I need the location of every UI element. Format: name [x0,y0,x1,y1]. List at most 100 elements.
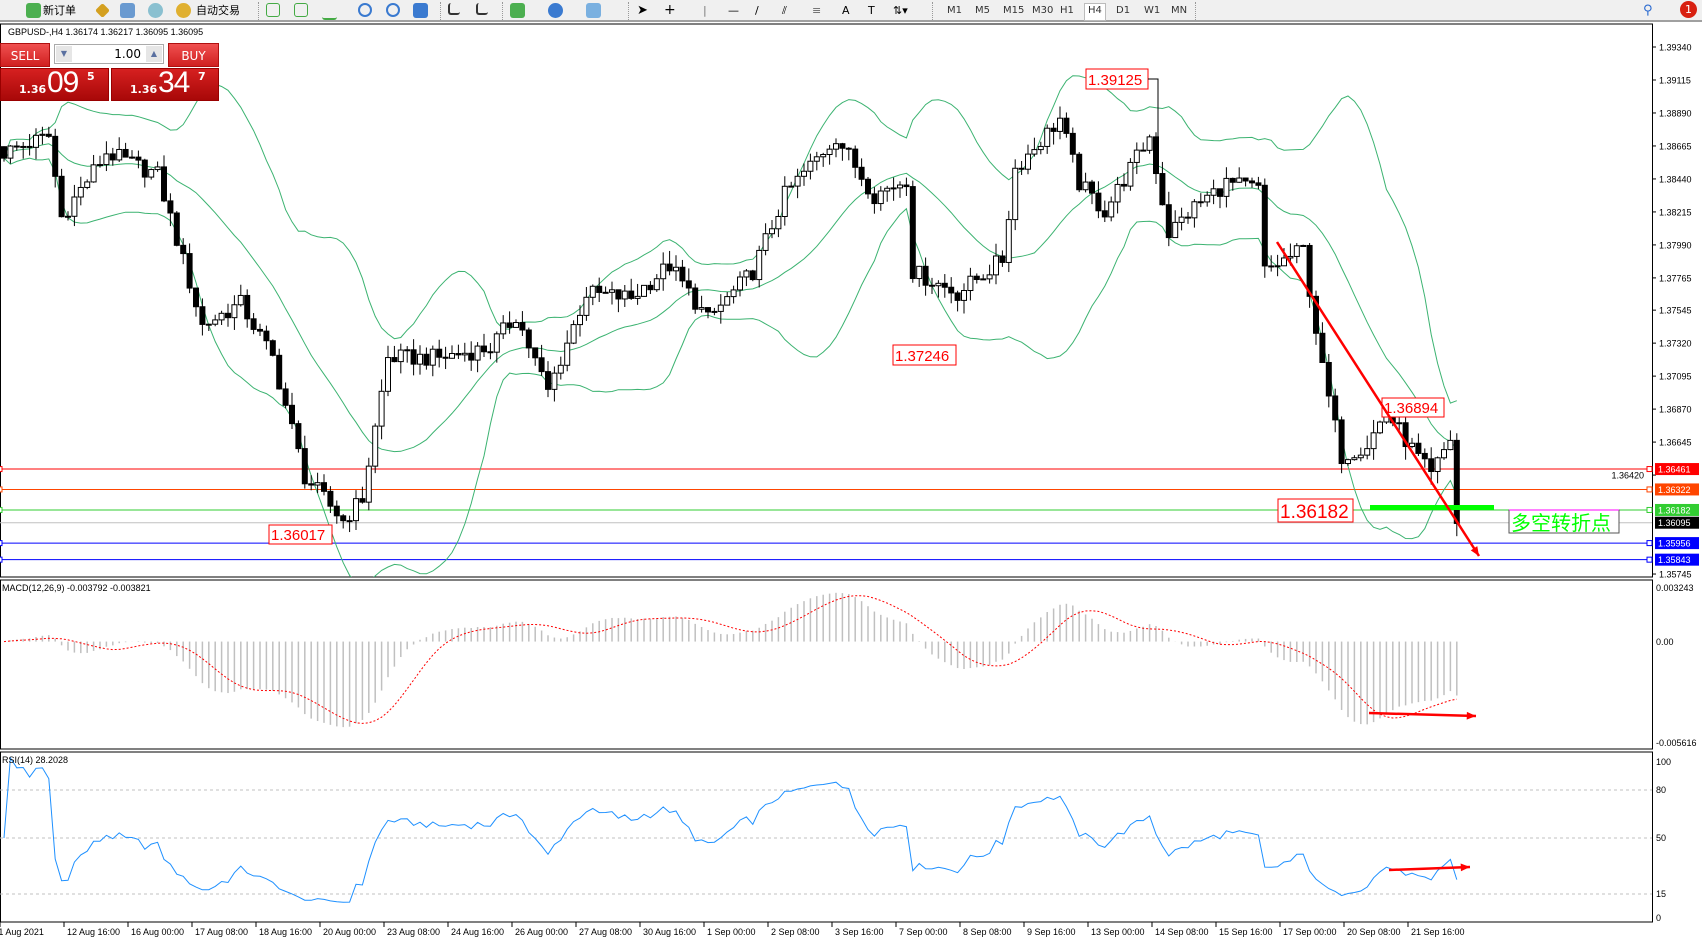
rsi-arrow[interactable] [1388,865,1471,872]
bollinger-lower [3,157,1458,577]
candle-bear [1217,188,1223,197]
text-label-icon[interactable]: T [868,4,875,17]
timeframe-m15[interactable]: M15 [1003,5,1025,16]
candle-bull [890,187,897,190]
candle-bull [993,255,999,276]
crosshair-icon[interactable]: + [664,2,676,18]
candle-bull [314,482,321,486]
candle-bull [1300,244,1307,247]
price-level-handle[interactable] [1646,486,1653,493]
tile-windows-icon[interactable] [413,3,428,18]
price-level-handle[interactable] [1646,466,1653,473]
indicators-icon[interactable] [510,3,525,18]
candle-bear [244,294,251,320]
lot-value: 1.00 [114,47,141,61]
trendline-icon[interactable]: / [755,4,759,17]
price-level-tag [1655,537,1699,550]
candle-bull [1370,432,1377,450]
candle-bear [173,212,180,246]
macd-panel-frame [0,579,1653,750]
candle-bear [1018,167,1025,170]
candle-bear [628,290,635,299]
notification-badge[interactable]: 1 [1680,1,1697,18]
trend-arrow[interactable] [1275,241,1481,557]
time-tick-label: 13 Sep 00:00 [1091,927,1145,937]
candle-bull [589,285,596,298]
candlestick-chart-icon[interactable] [294,3,308,17]
new-order-button[interactable]: 新订单 [43,4,76,17]
timeframe-m5[interactable]: M5 [975,5,990,16]
candle-bull [1287,255,1294,259]
candle-bull [513,322,519,328]
zoom-out-icon[interactable] [386,3,400,17]
price-level-handle[interactable] [1646,540,1653,547]
candle-bull [986,274,993,280]
auto-trading-button[interactable]: 自动交易 [196,4,240,17]
text-icon[interactable]: A [842,4,850,17]
price-level-handle[interactable] [0,466,3,473]
arrows-icon[interactable]: ⇅▾ [893,4,908,17]
lot-increase-icon[interactable]: ▲ [146,46,162,62]
vertical-line-icon[interactable]: | [703,4,707,17]
equidistant-channel-icon[interactable]: ⫽ [782,4,787,17]
candle-bull [1114,183,1121,203]
price-level-tag [1655,463,1699,476]
buy-button[interactable]: BUY [168,43,219,67]
timeframe-mn[interactable]: MN [1171,5,1188,16]
timeframe-m30[interactable]: M30 [1032,5,1054,16]
candle-bear [1249,180,1255,184]
price-level-handle[interactable] [0,506,3,513]
candle-bull [148,169,155,178]
candle-bull [1364,448,1371,456]
candle-bear [135,156,142,161]
lot-decrease-icon[interactable]: ▼ [56,46,72,62]
signals-icon[interactable] [148,3,163,18]
price-level-handle[interactable] [1646,506,1653,513]
cursor-icon[interactable]: ➤ [637,3,648,18]
bar-chart-icon[interactable] [266,3,280,17]
periods-icon[interactable] [548,3,563,18]
line-chart-icon[interactable] [322,3,337,20]
price-tick-label: 1.38215 [1659,207,1692,217]
navigator-icon[interactable] [120,3,135,18]
templates-icon[interactable] [586,3,601,18]
price-level-tag-label: 1.36461 [1658,465,1691,475]
candle-bull [737,276,743,291]
candle-bull [877,190,884,205]
timeframe-h4[interactable]: H4 [1084,3,1106,21]
rsi-label: RSI(14) 28.2028 [2,755,68,765]
price-level-tag [1655,503,1699,516]
time-tick-label: 9 Sep 16:00 [1027,927,1076,937]
candle-bear [858,166,865,180]
price-level-handle[interactable] [0,556,3,563]
candle-bull [20,145,27,148]
autoscroll-icon[interactable] [476,3,488,15]
time-tick-label: 20 Sep 08:00 [1347,927,1401,937]
price-level-handle[interactable] [0,540,3,547]
timeframe-d1[interactable]: D1 [1116,5,1131,16]
sell-price[interactable]: 1.36 09 5 [0,66,109,101]
candle-bull [205,323,212,326]
chart-shift-icon[interactable] [448,3,460,15]
price-level-handle[interactable] [0,486,3,493]
timeframe-h1[interactable]: H1 [1060,5,1074,16]
fibonacci-icon[interactable]: ≡ [812,4,822,17]
candle-bull [1236,177,1243,183]
timeframe-m1[interactable]: M1 [947,5,962,16]
buy-price[interactable]: 1.36 34 7 [111,66,219,101]
zoom-in-icon[interactable] [358,3,372,17]
horizontal-line-icon[interactable]: — [728,4,739,17]
candle-bear [941,282,948,288]
main-panel-frame [0,23,1653,578]
buy-price-fraction: 7 [198,70,206,83]
low-label-2: 1.36017 [271,527,325,544]
price-level-handle[interactable] [1646,556,1653,563]
macd-arrow[interactable] [1368,711,1477,718]
sell-button[interactable]: SELL [0,43,50,67]
timeframe-w1[interactable]: W1 [1144,5,1161,16]
lot-size-input[interactable]: ▼ 1.00 ▲ [54,44,164,64]
candle-bull [1191,201,1198,219]
search-icon[interactable]: ⚲ [1643,3,1653,18]
candle-bull [916,265,923,280]
